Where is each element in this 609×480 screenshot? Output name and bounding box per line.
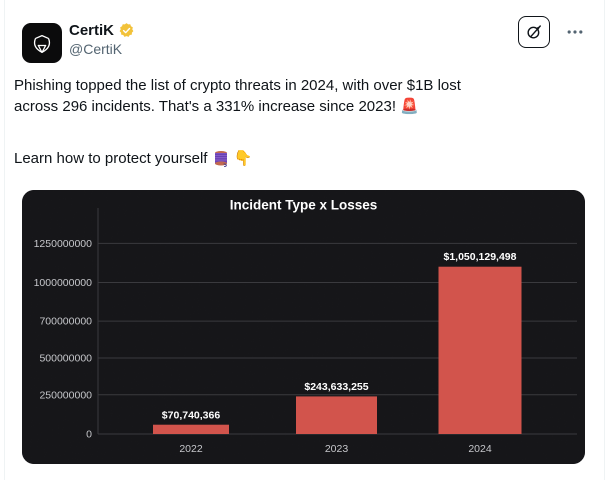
svg-text:700000000: 700000000 (39, 316, 92, 328)
svg-text:2023: 2023 (325, 443, 349, 455)
svg-text:$243,633,255: $243,633,255 (304, 381, 368, 393)
svg-text:0: 0 (86, 429, 92, 441)
svg-text:250000000: 250000000 (39, 389, 92, 401)
svg-text:1000000000: 1000000000 (34, 277, 93, 289)
svg-text:$1,050,129,498: $1,050,129,498 (444, 251, 517, 263)
svg-text:2022: 2022 (179, 443, 203, 455)
svg-text:2024: 2024 (468, 443, 492, 455)
svg-text:1250000000: 1250000000 (34, 238, 93, 250)
svg-text:500000000: 500000000 (39, 353, 92, 365)
svg-text:$70,740,366: $70,740,366 (162, 410, 221, 422)
svg-text:Incident Type x Losses: Incident Type x Losses (230, 198, 378, 213)
